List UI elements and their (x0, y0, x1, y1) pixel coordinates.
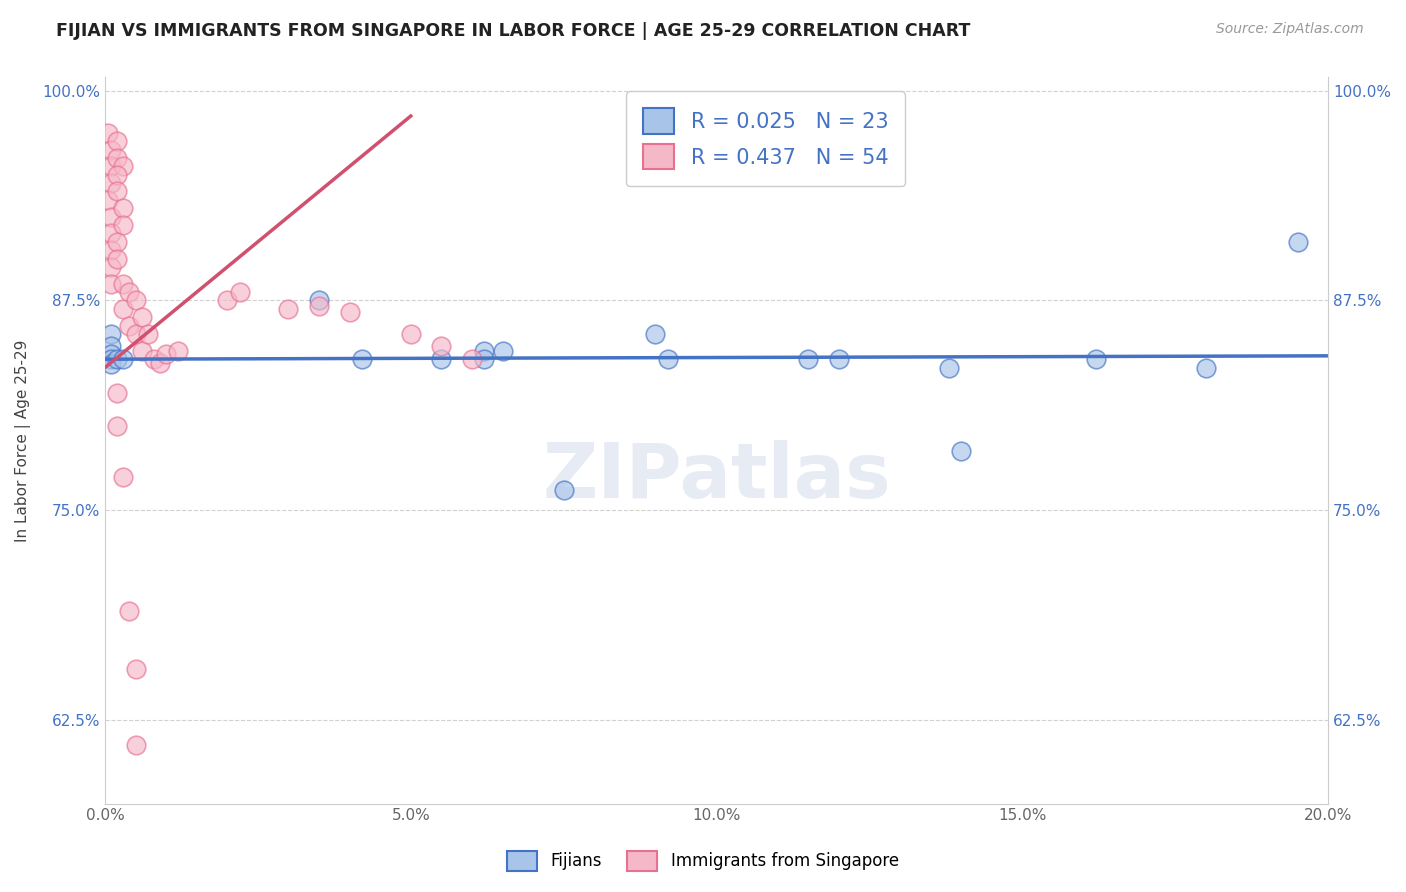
Point (131, 310, 153, 325)
Point (1084, 352, 1107, 367)
Point (131, 343, 153, 358)
Point (491, 343, 513, 358)
Y-axis label: In Labor Force | Age 25-29: In Labor Force | Age 25-29 (15, 339, 31, 541)
Point (136, 326, 159, 341)
Point (430, 339, 453, 353)
Point (100, 243, 122, 257)
Point (828, 352, 851, 367)
Point (797, 352, 820, 367)
Legend: R = 0.025   N = 23, R = 0.437   N = 54: R = 0.025 N = 23, R = 0.437 N = 54 (626, 92, 905, 186)
Point (100, 210, 122, 224)
Point (399, 326, 422, 341)
Point (644, 326, 666, 341)
Point (100, 260, 122, 274)
Point (112, 469, 135, 483)
Point (105, 252, 128, 266)
Point (950, 444, 973, 458)
Point (1195, 360, 1218, 375)
Point (100, 277, 122, 291)
Point (118, 318, 141, 333)
Point (100, 347, 122, 361)
Point (112, 159, 135, 173)
Point (124, 663, 146, 677)
Point (105, 151, 128, 165)
Legend: Fijians, Immigrants from Singapore: Fijians, Immigrants from Singapore (499, 842, 907, 880)
Point (350, 352, 373, 367)
Point (112, 201, 135, 215)
Point (938, 360, 960, 375)
Text: FIJIAN VS IMMIGRANTS FROM SINGAPORE IN LABOR FORCE | AGE 25-29 CORRELATION CHART: FIJIAN VS IMMIGRANTS FROM SINGAPORE IN L… (56, 22, 970, 40)
Point (124, 738, 146, 752)
Point (100, 326, 122, 341)
Point (100, 357, 122, 371)
Point (105, 385, 128, 400)
Point (308, 293, 330, 308)
Point (155, 347, 177, 361)
Point (430, 352, 453, 367)
Point (553, 483, 575, 497)
Point (105, 185, 128, 199)
Point (277, 301, 299, 316)
Point (339, 305, 361, 319)
Point (100, 159, 122, 173)
Point (1286, 235, 1309, 249)
Point (308, 299, 330, 313)
Point (105, 235, 128, 249)
Point (142, 352, 165, 367)
Point (657, 352, 679, 367)
Point (472, 352, 495, 367)
Point (100, 143, 122, 157)
Point (100, 227, 122, 241)
Point (97, 193, 120, 207)
Point (149, 355, 172, 369)
Point (461, 352, 484, 367)
Text: ZIPatlas: ZIPatlas (543, 440, 891, 514)
Point (100, 352, 122, 367)
Point (105, 168, 128, 182)
Point (124, 293, 146, 308)
Point (217, 293, 239, 308)
Point (105, 352, 128, 367)
Point (112, 301, 135, 316)
Point (124, 326, 146, 341)
Text: Source: ZipAtlas.com: Source: ZipAtlas.com (1216, 22, 1364, 37)
Point (100, 176, 122, 190)
Point (112, 352, 135, 367)
Point (105, 419, 128, 434)
Point (118, 604, 141, 618)
Point (167, 343, 190, 358)
Point (105, 134, 128, 148)
Point (100, 339, 122, 353)
Point (118, 285, 141, 299)
Point (97, 126, 120, 140)
Point (112, 277, 135, 291)
Point (228, 285, 250, 299)
Point (472, 343, 495, 358)
Point (112, 218, 135, 232)
